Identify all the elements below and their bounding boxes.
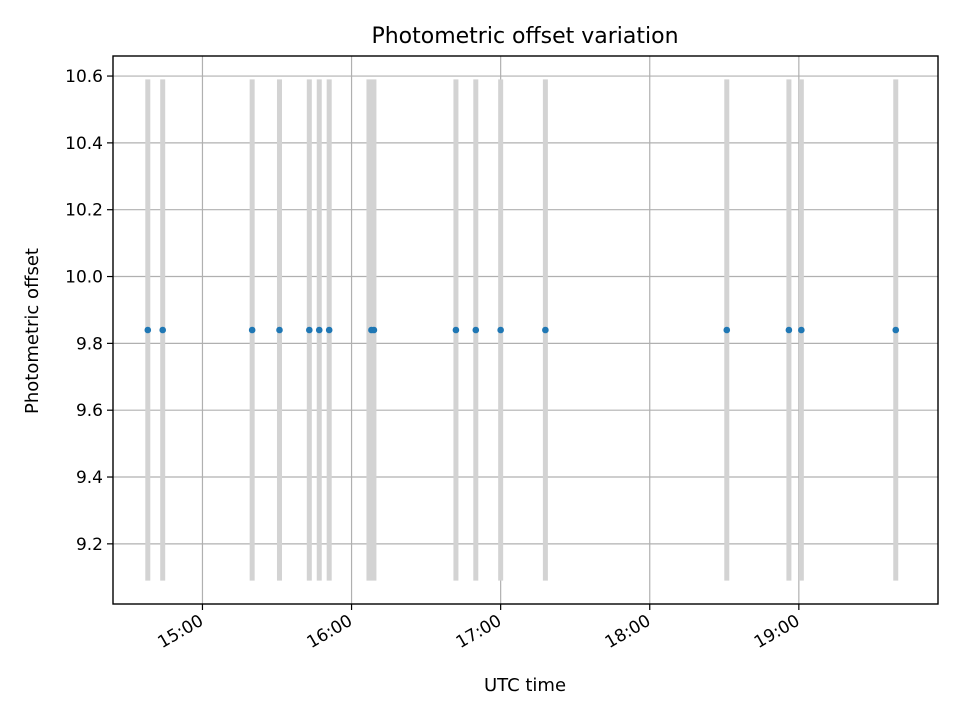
y-tick-label: 10.4 [65,134,103,154]
plot-frame [112,55,939,605]
data-point [276,326,283,334]
data-point [723,326,731,334]
data-points [144,326,900,334]
y-tick-label: 9.2 [76,535,103,555]
x-axis-label: UTC time [484,675,566,696]
data-point [785,326,793,334]
data-point [798,326,805,334]
y-tick-label: 10.0 [65,268,103,288]
data-point [144,326,152,334]
data-point [452,326,460,334]
y-tick-label: 9.6 [76,401,103,421]
y-axis-ticks: 9.2 9.4 9.6 9.8 10.0 10.2 10.4 10.6 [65,67,113,555]
data-point [497,326,504,334]
chart-title: Photometric offset variation [371,24,678,49]
y-tick-label: 10.6 [65,67,103,87]
data-point [542,326,549,334]
y-tick-label: 10.2 [65,201,103,221]
y-axis-label: Photometric offset [22,248,43,414]
data-point [315,326,323,334]
y-tick-label: 9.8 [76,334,103,354]
data-point [892,326,900,334]
data-point [306,326,313,334]
data-point [248,326,256,334]
data-point [159,326,166,334]
data-point [472,326,480,334]
data-point [370,326,378,334]
data-point [325,326,333,334]
y-tick-label: 9.4 [76,468,103,488]
